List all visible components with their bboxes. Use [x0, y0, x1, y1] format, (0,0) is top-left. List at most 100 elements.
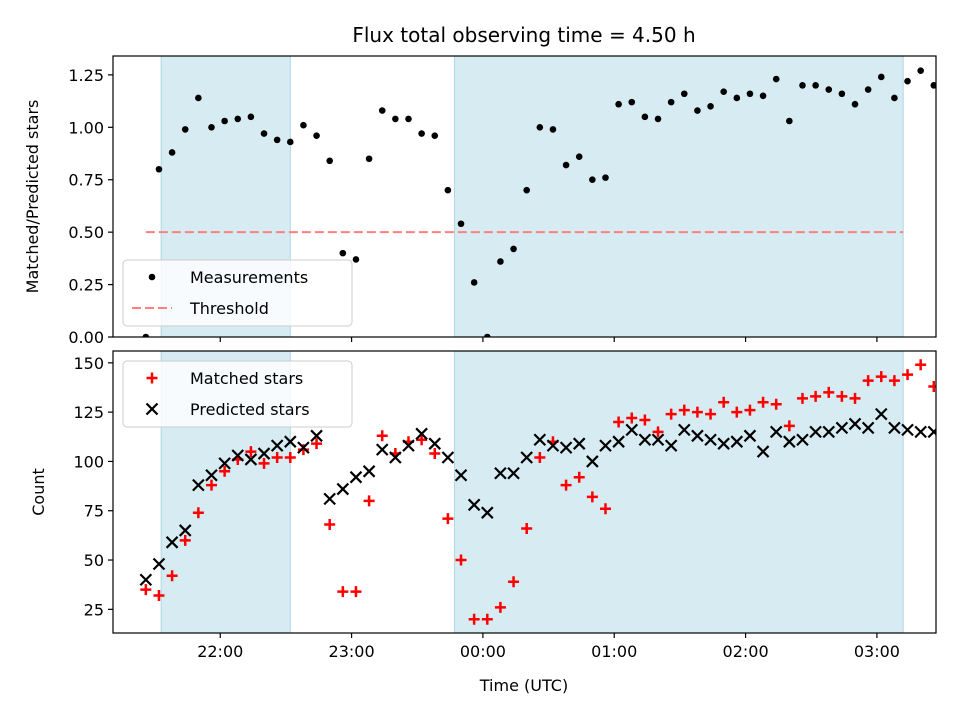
measurement-point: [378, 107, 386, 114]
matched-point: [744, 404, 756, 416]
predicted-point: [901, 423, 914, 437]
measurement-point: [195, 94, 202, 102]
matched-point: [718, 396, 730, 408]
measurement-point: [746, 90, 754, 98]
x-tick-label: 00:00: [460, 642, 506, 661]
measurement-point: [575, 153, 583, 160]
matched-point: [613, 416, 625, 428]
predicted-point: [691, 429, 704, 443]
figure-title: Flux total observing time = 4.50 h: [352, 23, 695, 47]
measurement-point: [405, 115, 412, 123]
axes-frame: [112, 55, 937, 338]
measurement-point: [510, 245, 517, 253]
measurement-point: [431, 132, 439, 139]
matched-point: [219, 465, 231, 477]
predicted-point: [822, 425, 836, 439]
predicted-point: [769, 425, 783, 439]
matched-point: [337, 586, 349, 598]
predicted-point: [546, 439, 560, 452]
predicted-point: [861, 421, 875, 435]
measurement-point: [339, 249, 347, 257]
matched-point: [140, 584, 152, 596]
measurement-point: [628, 98, 636, 106]
predicted-point: [165, 536, 179, 549]
predicted-point: [218, 457, 231, 470]
predicted-point: [796, 433, 809, 447]
measurement-point: [260, 130, 268, 137]
matched-point: [823, 386, 835, 398]
measurement-point: [772, 75, 780, 83]
measurement-point: [221, 117, 228, 125]
y-axis-title: Count: [29, 468, 48, 516]
predicted-point: [612, 435, 625, 448]
measurement-point: [536, 123, 544, 131]
matched-point: [429, 448, 441, 460]
measurement-point: [247, 113, 255, 121]
measurement-point: [549, 126, 557, 133]
measurement-point: [142, 333, 150, 337]
y-tick-label: 0.25: [68, 276, 104, 295]
axes-frame: [112, 350, 937, 634]
measurement-point: [720, 88, 727, 95]
measurement-point: [917, 67, 924, 74]
measurement-point: [786, 117, 793, 125]
predicted-point: [914, 425, 927, 439]
measurement-point: [444, 186, 452, 194]
measurement-point: [877, 73, 885, 81]
measurement-point: [891, 94, 898, 102]
predicted-point: [257, 447, 271, 460]
predicted-point: [139, 573, 153, 587]
matched-point: [521, 522, 533, 534]
y-tick-label: 125: [73, 403, 104, 422]
y-tick-label: 100: [73, 452, 104, 471]
legend-marker-predicted: [145, 402, 159, 416]
predicted-point: [520, 451, 533, 464]
shaded-interval-1: [454, 351, 904, 633]
top-panel: 0.00 0.25 0.50 0.75 1.00 1.25 Matched/Predicte…: [23, 55, 937, 347]
matched-point: [639, 414, 651, 426]
measurement-point: [733, 94, 741, 102]
matched-point: [311, 438, 323, 450]
predicted-point: [428, 437, 442, 450]
measurement-point: [930, 82, 936, 89]
matched-point: [705, 408, 717, 420]
predicted-point: [297, 441, 310, 454]
predicted-point: [402, 439, 415, 452]
measurement-point: [641, 113, 649, 121]
legend-label: Measurements: [190, 268, 308, 287]
matched-point: [324, 519, 336, 531]
legend-box: [122, 360, 353, 428]
y-tick-label: 1.25: [68, 66, 104, 85]
y-tick-label: 1.00: [68, 118, 104, 137]
predicted-point: [389, 451, 402, 464]
predicted-point: [927, 425, 936, 439]
predicted-point: [454, 468, 468, 482]
measurement-point: [602, 174, 609, 181]
predicted-point: [704, 433, 717, 447]
matched-point: [363, 495, 375, 507]
x-tick-label: 02:00: [723, 642, 769, 661]
matched-point: [810, 390, 822, 402]
predicted-point: [848, 417, 862, 431]
matched-point: [626, 412, 638, 424]
matched-point: [271, 451, 283, 463]
measurement-point: [904, 77, 911, 85]
matched-point: [573, 471, 585, 483]
measurement-point: [851, 100, 859, 108]
matched-point: [678, 404, 690, 416]
matched-point: [284, 451, 296, 463]
measurement-point: [418, 130, 425, 137]
predicted-point: [415, 427, 428, 441]
measurement-point: [365, 155, 373, 163]
legend-box: [122, 259, 353, 327]
predicted-point: [875, 407, 888, 421]
predicted-point: [572, 437, 586, 450]
y-tick-label: 50: [84, 551, 104, 570]
matched-point: [455, 554, 467, 566]
matched-point: [849, 392, 861, 404]
predicted-point: [533, 433, 547, 447]
matched-point: [560, 479, 572, 491]
matched-point: [757, 396, 769, 408]
y-tick-label: 150: [73, 354, 104, 373]
measurement-point: [181, 126, 189, 133]
